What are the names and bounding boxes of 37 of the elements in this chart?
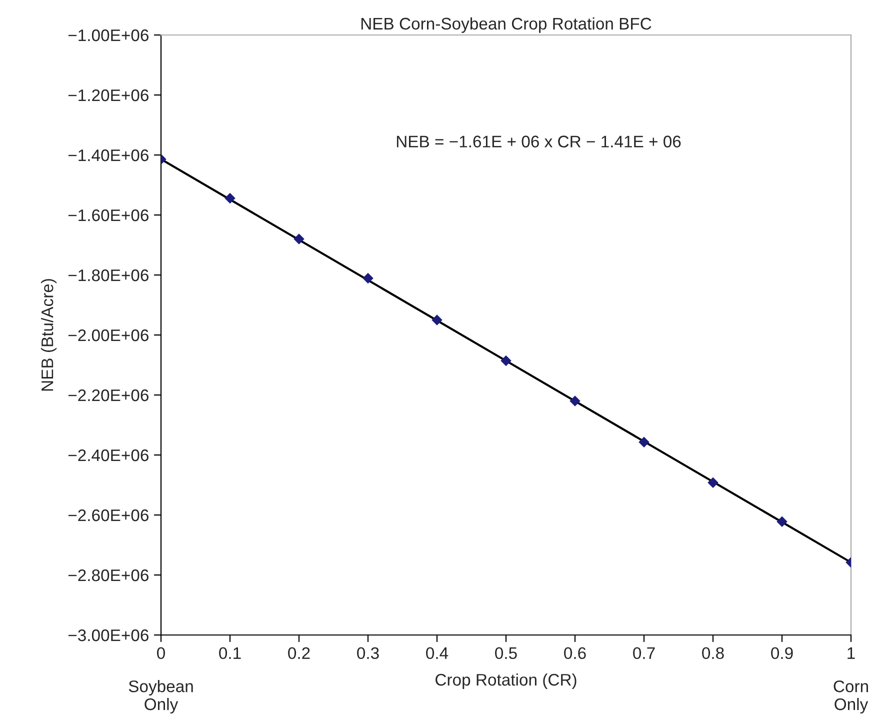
- point: [294, 234, 304, 244]
- point: [500, 355, 512, 366]
- annotation: NEB = −1.61E + 06 x CR − 1.41E + 06: [396, 136, 681, 148]
- y-tick-label: −2.80E+06: [68, 569, 148, 582]
- chart-title: NEB Corn-Soybean Crop Rotation BFC: [361, 17, 652, 33]
- point: [224, 192, 236, 204]
- y-tick-label: −2.40E+06: [68, 449, 148, 462]
- point: [708, 477, 718, 488]
- x-tick-label: 0.5: [495, 647, 517, 660]
- y-tick-label: −1.80E+06: [68, 269, 148, 282]
- y-tick-label: −2.00E+06: [68, 329, 148, 342]
- text: Soybean Only: [128, 680, 193, 714]
- x-tick-label: 0.4: [426, 647, 448, 660]
- x-tick-label: 0.6: [564, 647, 586, 660]
- y-tick-label: −2.20E+06: [68, 389, 148, 402]
- x-tick-label: 0.2: [288, 647, 310, 660]
- y-tick-label: −2.60E+06: [68, 509, 148, 522]
- y-tick-label: −1.00E+06: [68, 29, 148, 42]
- y-axis-title: NEB (Btu/Acre): [40, 279, 57, 391]
- text: Corn Only: [834, 680, 868, 714]
- x-tick-label: 0.3: [357, 647, 379, 660]
- x-tick-label: 0.1: [219, 647, 241, 660]
- x-tick-label: 0.8: [702, 647, 724, 660]
- x-axis-title: Crop Rotation (CR): [436, 673, 576, 689]
- point: [776, 516, 788, 527]
- x-tick-label: 0.7: [633, 647, 655, 660]
- point: [362, 272, 374, 284]
- point: [638, 436, 650, 448]
- x-tick-label: 0: [157, 647, 165, 660]
- y-tick-label: −1.20E+06: [68, 89, 148, 102]
- point: [432, 314, 442, 326]
- y-tick-label: −1.60E+06: [68, 209, 148, 222]
- x-tick-label: 1: [848, 647, 855, 659]
- y-tick-label: −3.00E+06: [68, 629, 148, 642]
- x-tick-label: 0.9: [771, 647, 793, 660]
- y-tick-label: −1.40E+06: [68, 149, 148, 162]
- point: [570, 396, 580, 406]
